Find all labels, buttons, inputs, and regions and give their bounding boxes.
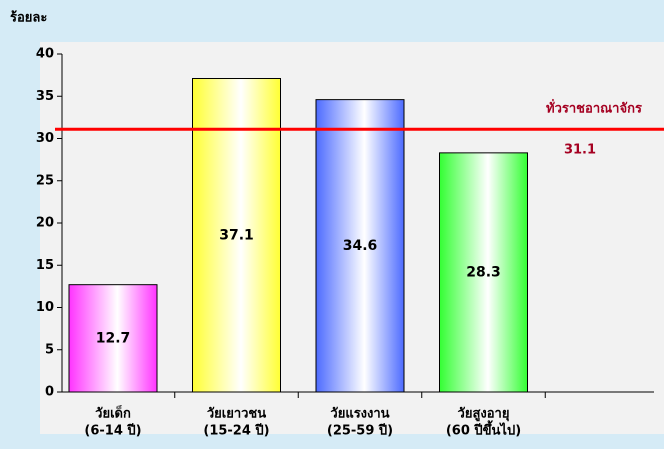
x-tick-label: วัยสูงอายุ [458,407,510,422]
y-tick-label: 10 [36,300,54,315]
x-tick-label: (15-24 ปี) [203,423,269,439]
y-tick-label: 30 [36,131,54,146]
y-tick-label: 5 [45,342,54,357]
bar [68,284,158,393]
y-tick-label: 20 [36,216,54,231]
value-label: 34.6 [343,238,378,254]
y-tick-label: 25 [36,173,54,188]
reference-value: 31.1 [564,143,596,158]
x-tick-label: (60 ปีขึ้นไป) [446,420,521,439]
x-tick-label: วัยเยาวชน [207,407,266,422]
value-label: 12.7 [96,330,131,346]
y-tick-label: 40 [36,47,54,62]
y-tick-label: 15 [36,258,54,273]
x-tick-label: วัยแรงงาน [330,407,389,422]
value-label: 37.1 [219,227,254,243]
value-label: 28.3 [466,264,501,280]
x-tick-label: (6-14 ปี) [84,423,141,439]
bar [439,152,528,393]
bar [192,78,281,393]
y-tick-label: 0 [45,385,54,400]
bar [315,99,405,393]
reference-label: ทั่วราชอาณาจักร [546,99,642,117]
y-tick-label: 35 [36,89,54,104]
y-axis-label: ร้อยละ [10,10,47,26]
x-tick-label: (25-59 ปี) [327,423,393,439]
x-tick-label: วัยเด็ก [95,404,131,422]
